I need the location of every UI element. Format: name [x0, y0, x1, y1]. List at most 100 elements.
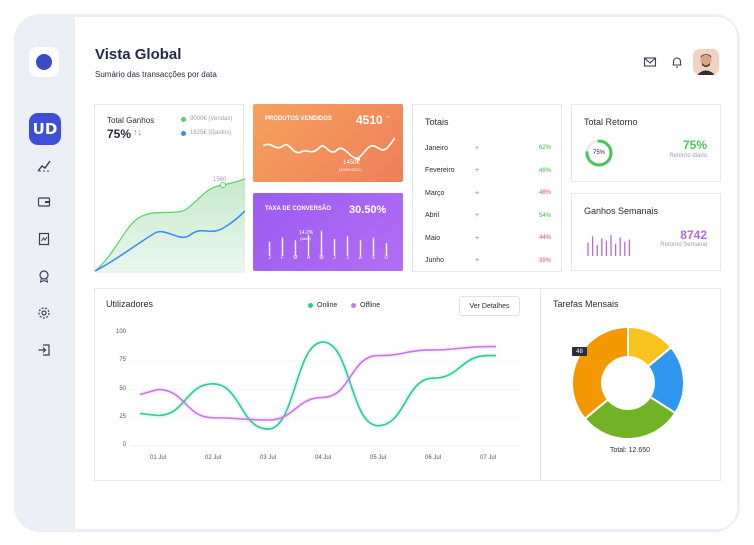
produtos-title: PRODUTOS VENDIDOS — [265, 116, 332, 122]
conversao-month-label: A — [358, 255, 363, 261]
legend-vendas: 9000€ (Vendas) — [181, 116, 232, 122]
conversao-bars — [268, 230, 388, 256]
x-tick-label: 04 Jul — [314, 455, 331, 461]
series-shadow-offline — [139, 344, 496, 423]
donut-slice — [571, 325, 629, 421]
taxa-conversao-card: TAXA DE CONVERSÃO 30.50% 14.2% (Abril) J… — [253, 193, 403, 271]
conversao-month-label: J — [268, 255, 271, 261]
users-line-chart — [130, 332, 520, 447]
conversao-point-value: 14.2% — [299, 230, 314, 236]
totais-row: Março +48% — [425, 187, 551, 199]
conversao-month-label: F — [280, 255, 285, 261]
retorno-ring-label: 75% — [592, 150, 605, 156]
total-retorno-card: Total Retorno 75% 75% Retorno diario — [571, 104, 721, 182]
x-tick-label: 07 Jul — [479, 455, 496, 461]
conversao-month-label: S — [371, 255, 376, 261]
produtos-value: 4510 — [356, 113, 383, 127]
x-tick-label: 06 Jul — [424, 455, 441, 461]
totais-title: Totais — [425, 117, 449, 127]
conversao-value: 30.50% — [349, 204, 387, 216]
totais-row-pct: 62% — [538, 145, 551, 151]
invoice-icon[interactable] — [35, 230, 53, 248]
divider — [540, 289, 541, 480]
produtos-point-value: 1450€ — [343, 160, 360, 166]
series-line-offline — [139, 345, 496, 421]
logout-icon[interactable] — [35, 341, 53, 359]
legend-offline: Offline — [351, 302, 380, 309]
vendas-area — [95, 179, 245, 273]
utilizadores-card — [94, 288, 721, 481]
total-ganhos-title: Total Ganhos — [107, 116, 155, 125]
totais-row-label: Março — [425, 189, 445, 197]
totais-row-label: Maio — [425, 234, 441, 242]
app-dot-logo[interactable] — [29, 47, 59, 77]
mail-icon[interactable] — [643, 55, 657, 69]
y-tick-label: 50 — [119, 385, 126, 392]
page-subtitle: Sumário das transacções por data — [95, 70, 217, 79]
bell-icon[interactable] — [670, 55, 684, 69]
semanais-value: 8742 — [680, 228, 707, 242]
page-title: Vista Global — [95, 46, 182, 63]
totais-row: Maio +44% — [425, 232, 551, 244]
retorno-title: Total Retorno — [584, 117, 638, 127]
retorno-ring — [585, 139, 613, 167]
y-tick-label: 75 — [119, 357, 126, 364]
retorno-value: 75% — [682, 138, 707, 152]
legend-gastos: 1625€ (Gastos) — [181, 130, 231, 136]
conversao-month-label: M — [319, 255, 324, 261]
series-line-online — [139, 341, 496, 430]
total-ganhos-card: Total Ganhos 75% ↑↓ 9000€ (Vendas) 1625€… — [94, 104, 245, 273]
trend-arrows-icon: ↑↓ — [133, 127, 142, 137]
totais-row-sign: + — [475, 212, 480, 219]
totais-row-pct: 48% — [538, 167, 551, 174]
conversao-month-label: O — [384, 255, 389, 261]
caret-up-icon: ⌃ — [385, 116, 391, 123]
peak-point — [220, 182, 226, 188]
totais-row-label: Junho — [425, 257, 445, 264]
x-tick-label: 01 Jul — [149, 455, 166, 461]
conversao-month-label: A — [306, 255, 311, 261]
conversao-point-month: (Abril) — [300, 236, 311, 241]
chart-icon[interactable] — [35, 156, 53, 174]
wallet-icon[interactable] — [35, 193, 53, 211]
earnings-area-chart — [95, 178, 245, 273]
totais-row-pct: 54% — [538, 212, 551, 219]
ver-detalhes-button[interactable]: Ver Detalhes — [459, 296, 520, 316]
series-shadow-online — [139, 339, 496, 432]
totais-row-sign: + — [475, 257, 480, 264]
peak-label: 1560 — [213, 177, 227, 183]
y-tick-label: 25 — [119, 413, 126, 420]
ganhos-semanais-card: Ganhos Semanais 8742 Retorno Semanal — [571, 193, 721, 271]
tarefas-title: Tarefas Mensais — [553, 299, 619, 309]
semanais-title: Ganhos Semanais — [584, 206, 659, 216]
avatar[interactable] — [693, 49, 719, 75]
sidebar: UD — [14, 14, 74, 532]
ud-logo[interactable]: UD — [29, 113, 61, 145]
utilizadores-title: Utilizadores — [106, 299, 154, 309]
donut-badge: 48 — [572, 347, 587, 356]
total-ganhos-value: 75% — [107, 127, 132, 141]
produtos-point-date: (10/02/2021) — [339, 167, 362, 172]
semanais-caption: Retorno Semanal — [660, 242, 707, 248]
totais-row-label: Janeiro — [425, 144, 448, 152]
retorno-caption: Retorno diario — [669, 153, 707, 159]
totais-row: Fevereiro +48% — [425, 165, 551, 177]
totais-row-pct: 48% — [538, 190, 551, 196]
totais-row-pct: 44% — [538, 235, 551, 241]
settings-icon[interactable] — [35, 304, 53, 322]
conversao-title: TAXA DE CONVERSÃO — [265, 206, 332, 212]
donut-slice — [583, 395, 677, 440]
totais-row-sign: + — [475, 144, 480, 152]
award-icon[interactable] — [35, 267, 53, 285]
conversao-month-label: J — [333, 255, 336, 261]
vendas-line — [95, 178, 245, 272]
x-tick-label: 02 Jul — [204, 455, 221, 461]
totais-row: Abril +54% — [425, 210, 551, 222]
totais-row: Janeiro +62% — [425, 142, 551, 154]
conversao-month-label: J — [346, 255, 349, 261]
totais-card: Totais Janeiro +62% Fevereiro +48% Março +48%… — [412, 104, 562, 272]
produtos-sparkline — [263, 137, 395, 161]
tarefas-total: Total: 12.650 — [609, 447, 651, 454]
semanais-bars — [587, 235, 631, 256]
totais-row-label: Abril — [425, 212, 440, 219]
